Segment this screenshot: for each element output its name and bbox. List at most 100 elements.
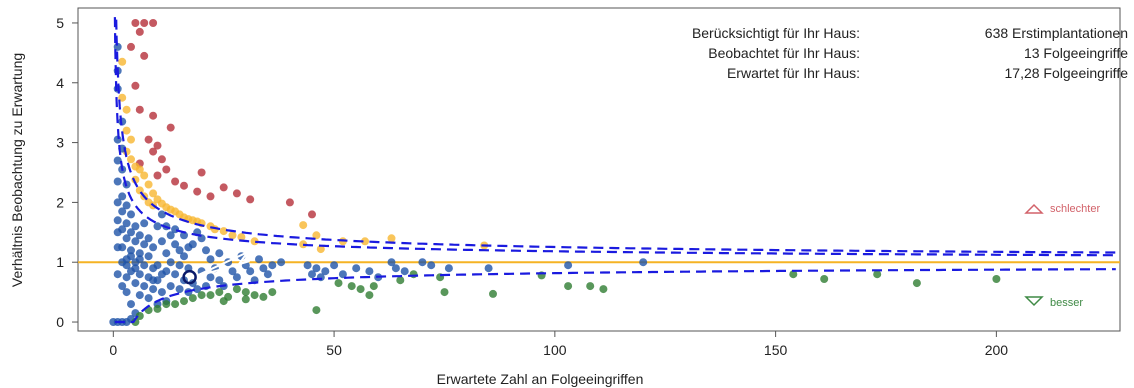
data-point-normal xyxy=(118,207,127,216)
data-point-warning xyxy=(219,227,228,236)
upper-inner-limit xyxy=(113,17,1116,257)
y-tick-label: 1 xyxy=(56,254,64,270)
data-point-better xyxy=(135,312,144,320)
data-point-normal xyxy=(122,261,131,270)
data-point-worse xyxy=(131,19,140,27)
y-tick-label: 5 xyxy=(56,15,64,31)
data-point-better xyxy=(396,276,405,285)
info-block: Berücksichtigt für Ihr Haus: 638 Erstimp… xyxy=(692,25,1128,81)
data-point-normal xyxy=(228,267,237,276)
data-point-warning xyxy=(140,171,149,180)
data-point-normal xyxy=(149,243,158,252)
data-point-normal xyxy=(171,225,180,234)
data-point-worse xyxy=(157,155,166,164)
data-point-normal xyxy=(180,252,188,261)
data-point-normal xyxy=(127,300,135,309)
data-point-warning xyxy=(361,237,369,246)
data-point-better xyxy=(820,275,829,283)
data-point-worse xyxy=(219,183,228,192)
data-point-normal xyxy=(149,276,158,285)
data-point-better xyxy=(241,288,250,297)
data-point-normal xyxy=(113,156,122,165)
data-point-better xyxy=(188,294,197,303)
data-point-normal xyxy=(122,273,131,282)
info-value-considered: 638 Erstimplantationen xyxy=(985,25,1128,41)
data-point-normal xyxy=(118,192,127,201)
data-point-better xyxy=(162,300,171,309)
data-point-worse xyxy=(308,210,316,219)
data-point-better xyxy=(334,279,343,288)
data-point-normal xyxy=(118,282,127,291)
data-point-worse xyxy=(131,81,140,90)
data-point-normal xyxy=(263,270,272,279)
data-point-normal xyxy=(122,288,131,297)
data-point-normal xyxy=(215,276,224,285)
data-point-better xyxy=(250,291,259,300)
data-point-normal xyxy=(157,270,166,279)
data-point-normal xyxy=(206,273,215,282)
data-point-normal xyxy=(113,198,122,207)
data-point-better xyxy=(440,288,449,297)
data-point-better xyxy=(232,285,241,294)
data-point-normal xyxy=(175,246,184,255)
data-point-better xyxy=(789,270,798,279)
data-point-better xyxy=(564,282,573,291)
data-point-worse xyxy=(149,19,158,27)
data-point-warning xyxy=(228,231,237,240)
data-point-normal xyxy=(135,291,144,300)
x-tick-label: 100 xyxy=(543,342,567,358)
data-point-normal xyxy=(144,252,153,261)
data-point-warning xyxy=(312,231,321,240)
x-tick-label: 0 xyxy=(109,342,117,358)
data-point-normal xyxy=(113,270,122,279)
data-point-better xyxy=(873,270,882,279)
data-point-better xyxy=(409,270,418,279)
data-point-normal xyxy=(171,240,180,249)
data-point-normal xyxy=(418,258,427,267)
data-point-worse xyxy=(127,42,135,51)
data-point-better xyxy=(215,288,224,297)
data-point-normal xyxy=(202,246,210,255)
info-value-expected: 17,28 Folgeeingriffe xyxy=(1005,65,1129,81)
data-point-normal xyxy=(171,270,180,279)
legend-worse-label: schlechter xyxy=(1050,203,1100,215)
data-point-normal xyxy=(193,285,202,294)
data-point-normal xyxy=(140,282,149,291)
data-point-warning xyxy=(131,175,140,184)
data-point-worse xyxy=(171,177,180,186)
y-tick-label: 4 xyxy=(56,75,64,91)
data-point-normal xyxy=(175,285,184,294)
data-point-normal xyxy=(427,261,436,270)
data-point-worse xyxy=(149,111,158,120)
data-point-normal xyxy=(140,219,149,228)
data-point-better xyxy=(347,282,356,291)
data-point-worse xyxy=(166,123,175,132)
data-point-worse xyxy=(197,168,206,177)
data-point-worse xyxy=(153,141,162,150)
y-tick-label: 3 xyxy=(56,135,64,151)
data-point-normal xyxy=(131,222,140,231)
data-point-normal xyxy=(140,240,149,249)
data-point-better xyxy=(197,291,206,300)
data-point-warning xyxy=(250,237,259,246)
data-point-warning xyxy=(135,165,144,174)
data-point-normal xyxy=(215,249,224,258)
data-point-better xyxy=(992,275,1001,283)
data-point-normal xyxy=(113,135,122,144)
worse-triangle-icon xyxy=(1024,203,1044,214)
data-point-normal xyxy=(153,261,162,270)
data-point-warning xyxy=(149,189,158,198)
data-point-normal xyxy=(122,234,131,243)
data-point-normal xyxy=(180,231,188,240)
data-point-normal xyxy=(122,219,131,228)
x-tick-label: 200 xyxy=(985,342,1009,358)
x-tick-label: 50 xyxy=(326,342,342,358)
data-point-normal xyxy=(135,249,144,258)
data-point-better xyxy=(489,289,497,298)
data-point-normal xyxy=(365,267,374,276)
data-point-normal xyxy=(127,252,135,261)
data-point-normal xyxy=(175,261,184,270)
data-point-worse xyxy=(149,147,158,156)
data-point-better xyxy=(586,282,595,291)
